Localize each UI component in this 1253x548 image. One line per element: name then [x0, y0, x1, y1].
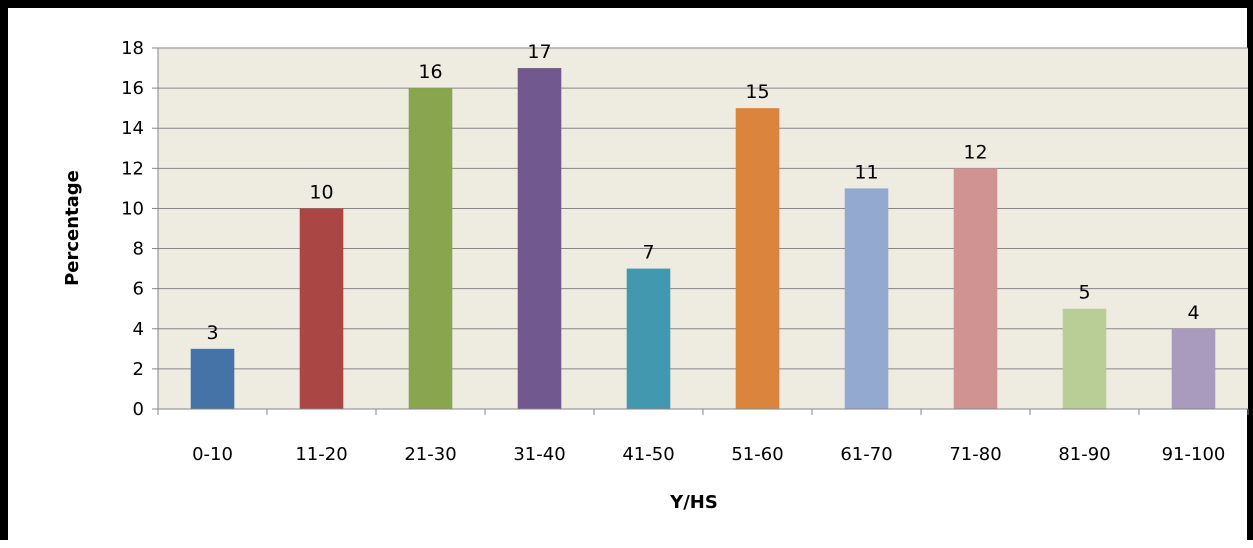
data-label: 12 [963, 141, 987, 163]
x-tick-label: 91-100 [1162, 444, 1226, 465]
bars [190, 68, 1216, 410]
x-tick-label: 21-30 [404, 444, 456, 465]
x-tick-label: 61-70 [840, 444, 892, 465]
bar-91-100 [1171, 328, 1216, 409]
bar-chart: 0 2 4 6 8 10 12 14 16 18 3 10 16 17 7 15 11 12 5 4 0-10 11-… [62, 38, 1249, 513]
y-tick-label: 0 [133, 399, 144, 420]
y-tick-label: 18 [121, 38, 144, 59]
x-tick-label: 41-50 [622, 444, 674, 465]
y-tick-label: 14 [121, 118, 144, 139]
y-tick-label: 6 [133, 279, 144, 300]
x-tick-label: 51-60 [731, 444, 783, 465]
bar-0-10 [190, 348, 235, 409]
y-axis-ticks: 0 2 4 6 8 10 12 14 16 18 [121, 38, 144, 420]
data-label: 16 [418, 61, 442, 83]
data-label: 10 [309, 181, 333, 203]
data-label: 5 [1078, 282, 1090, 304]
bar-71-80 [953, 168, 998, 409]
y-tick-label: 16 [121, 78, 144, 99]
y-tick-label: 10 [121, 198, 144, 219]
x-axis-title: Y/HS [669, 492, 718, 513]
bar-11-20 [299, 208, 344, 409]
y-tick-label: 2 [133, 359, 144, 380]
data-label: 11 [854, 161, 878, 183]
data-label: 4 [1187, 302, 1199, 324]
y-tick-label: 8 [133, 239, 144, 260]
y-tick-label: 4 [133, 319, 144, 340]
data-label: 15 [745, 81, 769, 103]
x-tick-label: 11-20 [295, 444, 347, 465]
bar-41-50 [626, 268, 671, 409]
x-tick-label: 81-90 [1058, 444, 1110, 465]
y-axis-title: Percentage [62, 170, 83, 286]
x-tick-label: 71-80 [949, 444, 1001, 465]
x-tick-label: 0-10 [192, 444, 233, 465]
bar-61-70 [844, 188, 889, 409]
bar-21-30 [408, 88, 453, 409]
x-tick-label: 31-40 [513, 444, 565, 465]
bar-31-40 [517, 68, 562, 410]
x-axis-ticks: 0-10 11-20 21-30 31-40 41-50 51-60 61-70 71-80 8… [157, 409, 1249, 465]
bar-81-90 [1062, 308, 1107, 409]
data-label: 7 [642, 242, 654, 264]
data-label: 3 [206, 322, 218, 344]
data-label: 17 [527, 41, 551, 63]
bar-51-60 [735, 108, 780, 410]
y-tick-label: 12 [121, 158, 144, 179]
data-labels: 3 10 16 17 7 15 11 12 5 4 [206, 41, 1199, 344]
